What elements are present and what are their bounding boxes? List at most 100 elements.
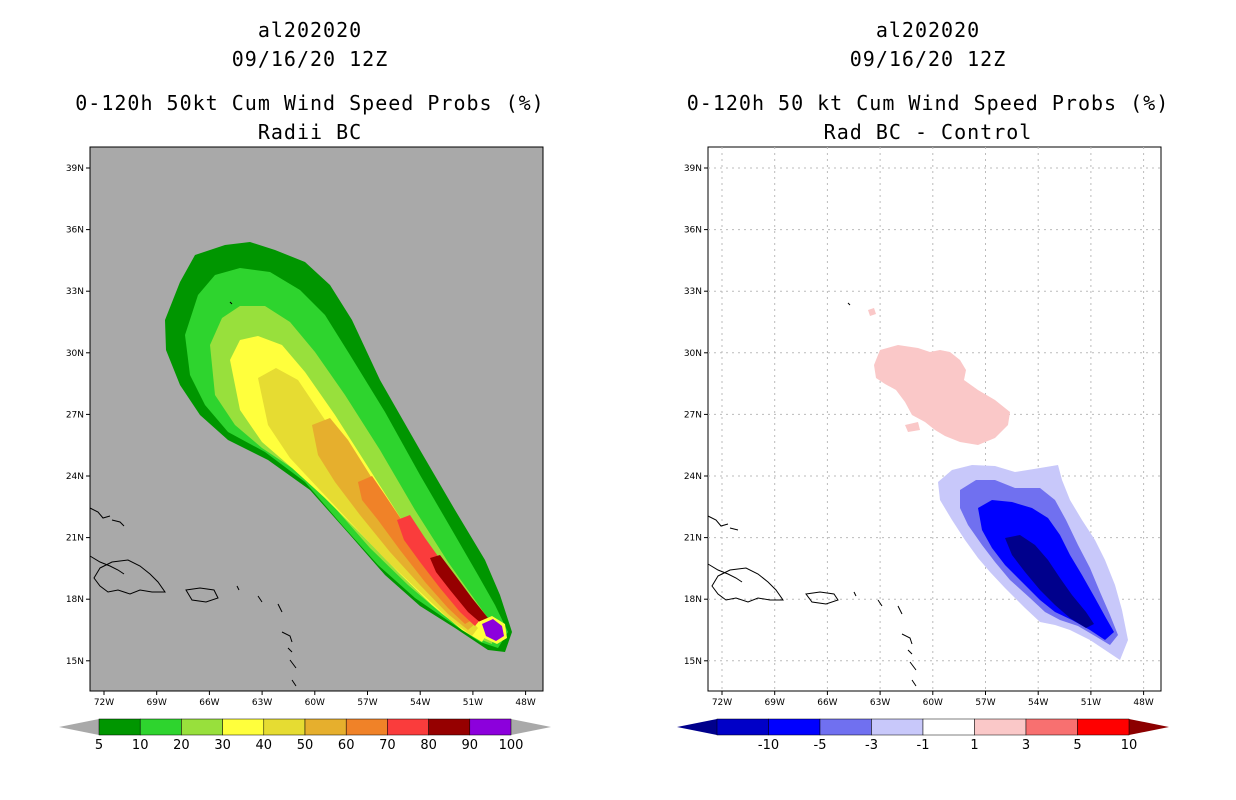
lon-tick-label: 57W <box>357 698 377 708</box>
diff-positive-small-1 <box>868 308 876 316</box>
contour-80 <box>430 555 488 624</box>
colorbar-label: 50 <box>297 738 314 753</box>
colorbar-swatch <box>139 718 182 736</box>
right-difference-map: 39N 36N 33N 30N 27N 24N 21N 18N 15N 72W 69W 66W 63W… <box>677 146 1169 753</box>
right-difference-contours <box>868 308 1128 660</box>
right-colorbar: -10 -5 -3 -1 1 3 5 10 <box>677 718 1169 753</box>
right-longitude-axis: 72W 69W 66W 63W 60W 57W 54W 51W 48W <box>712 691 1154 708</box>
right-chart-subtitle: Rad BC - Control <box>823 120 1033 144</box>
lat-tick-label: 21N <box>66 534 84 544</box>
colorbar-swatch <box>871 718 924 736</box>
coastline-lesser-antilles <box>847 302 917 687</box>
lat-tick-label: 18N <box>66 595 84 605</box>
coastline-cuba <box>707 563 743 583</box>
colorbar-high-triangle <box>511 719 551 735</box>
colorbar-swatch <box>1077 718 1130 736</box>
colorbar-label: 60 <box>338 738 355 753</box>
colorbar-swatch <box>263 718 306 736</box>
lat-tick-label: 24N <box>66 472 84 482</box>
left-datetime: 09/16/20 12Z <box>231 47 389 71</box>
lon-tick-label: 60W <box>923 698 943 708</box>
colorbar-swatch <box>469 718 512 736</box>
coastline-bahamas <box>89 507 125 527</box>
lat-tick-label: 15N <box>684 657 702 667</box>
colorbar-label: -10 <box>758 738 779 753</box>
colorbar-swatch <box>181 718 223 736</box>
colorbar-high-triangle <box>1129 719 1169 735</box>
lon-tick-label: 66W <box>199 698 219 708</box>
coastline-cuba <box>89 555 125 575</box>
lat-tick-label: 18N <box>684 595 702 605</box>
colorbar-label: 80 <box>420 738 437 753</box>
lat-tick-label: 33N <box>66 287 84 297</box>
colorbar-low-triangle <box>59 719 99 735</box>
colorbar-label: 10 <box>132 738 149 753</box>
lat-tick-label: 21N <box>684 534 702 544</box>
left-coastlines <box>89 301 297 687</box>
lon-tick-label: 48W <box>515 698 535 708</box>
lon-tick-label: 54W <box>1028 698 1048 708</box>
right-coastlines <box>707 302 917 687</box>
lat-tick-label: 33N <box>684 287 702 297</box>
left-latitude-axis: 39N 36N 33N 30N 27N 24N 21N 18N 15N <box>66 164 90 667</box>
lon-tick-label: 51W <box>1081 698 1101 708</box>
lon-tick-label: 69W <box>765 698 785 708</box>
colorbar-swatch <box>98 718 141 736</box>
left-chart-subtitle: Radii BC <box>257 120 363 144</box>
lat-tick-label: 15N <box>66 657 84 667</box>
lat-tick-label: 27N <box>66 410 84 420</box>
right-latitude-axis: 39N 36N 33N 30N 27N 24N 21N 18N 15N <box>684 164 708 667</box>
coastline-hispaniola <box>93 559 166 595</box>
colorbar-swatch <box>222 718 265 736</box>
lat-tick-label: 30N <box>66 349 84 359</box>
diff-negative-below-10 <box>1005 535 1094 628</box>
lat-tick-label: 24N <box>684 472 702 482</box>
colorbar-label: -3 <box>865 738 878 753</box>
lat-tick-label: 39N <box>66 164 84 174</box>
colorbar-swatch <box>304 718 347 736</box>
lon-tick-label: 63W <box>252 698 272 708</box>
colorbar-label: 5 <box>1073 738 1081 753</box>
colorbar-label: 70 <box>379 738 396 753</box>
lon-tick-label: 72W <box>712 698 732 708</box>
left-title-block: al202020 09/16/20 12Z 0-120h 50kt Cum Wi… <box>60 16 560 147</box>
colorbar-label: 5 <box>95 738 103 753</box>
coastline-lesser-antilles <box>229 301 297 687</box>
colorbar-low-triangle <box>677 719 717 735</box>
colorbar-label: 1 <box>970 738 978 753</box>
colorbar-swatch <box>922 718 975 736</box>
diff-positive-1-to-3 <box>874 345 1010 445</box>
colorbar-label: 40 <box>256 738 273 753</box>
right-storm-id: al202020 <box>875 18 981 42</box>
right-title-block: al202020 09/16/20 12Z 0-120h 50 kt Cum W… <box>672 16 1184 147</box>
colorbar-label: 20 <box>173 738 190 753</box>
left-chart-title: 0-120h 50kt Cum Wind Speed Probs (%) <box>75 91 545 115</box>
lon-tick-label: 63W <box>870 698 890 708</box>
colorbar-label: 10 <box>1121 738 1138 753</box>
lat-tick-label: 36N <box>66 226 84 236</box>
left-probability-map: 39N 36N 33N 30N 27N 24N 21N 18N 15N 72W 69W 66W 63W… <box>59 146 551 753</box>
colorbar-swatch <box>768 718 821 736</box>
left-longitude-axis: 72W 69W 66W 63W 60W 57W 54W 51W 48W <box>94 691 536 708</box>
lon-tick-label: 66W <box>817 698 837 708</box>
right-datetime: 09/16/20 12Z <box>849 47 1007 71</box>
left-probability-contours <box>165 242 512 652</box>
colorbar-label: -1 <box>917 738 930 753</box>
right-chart-title: 0-120h 50 kt Cum Wind Speed Probs (%) <box>686 91 1170 115</box>
lat-tick-label: 36N <box>684 226 702 236</box>
contour-100 <box>482 619 504 641</box>
colorbar-label: -5 <box>814 738 827 753</box>
lon-tick-label: 54W <box>410 698 430 708</box>
lon-tick-label: 69W <box>147 698 167 708</box>
colorbar-swatch <box>428 718 471 736</box>
diff-positive-small-2 <box>905 422 920 432</box>
colorbar-swatch <box>716 718 769 736</box>
coastline-bahamas <box>707 515 739 531</box>
colorbar-swatch <box>974 718 1027 736</box>
lon-tick-label: 60W <box>305 698 325 708</box>
lon-tick-label: 51W <box>463 698 483 708</box>
colorbar-label: 90 <box>462 738 479 753</box>
lon-tick-label: 57W <box>975 698 995 708</box>
left-colorbar: 5 10 20 30 40 50 60 70 80 90 100 <box>59 718 551 753</box>
lat-tick-label: 30N <box>684 349 702 359</box>
